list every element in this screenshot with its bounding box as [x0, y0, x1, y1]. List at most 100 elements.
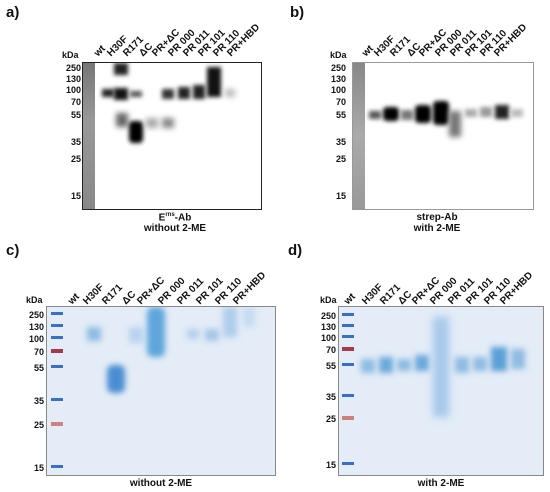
- panel-label-b: b): [290, 4, 305, 21]
- marker-a-100: 100: [65, 85, 81, 95]
- ladder-band: [342, 462, 354, 465]
- lane-label: R171: [100, 282, 125, 307]
- marker-b-15: 15: [335, 191, 346, 201]
- blot-band: [114, 88, 128, 100]
- gel-band: [379, 357, 393, 373]
- marker-d-250: 250: [320, 311, 336, 321]
- ladder-band: [342, 416, 354, 420]
- ladder-band: [342, 324, 354, 327]
- ladder-band: [51, 422, 63, 426]
- blot-band: [511, 109, 523, 117]
- caption-a-line2: without 2-ME: [143, 223, 207, 235]
- blot-band: [465, 109, 477, 117]
- blot-band: [415, 105, 431, 123]
- marker-b-35: 35: [335, 137, 346, 147]
- marker-d-70: 70: [325, 345, 336, 355]
- marker-d-55: 55: [325, 361, 336, 371]
- blot-band: [383, 107, 399, 121]
- gel-band: [511, 349, 525, 369]
- panel-label-c: c): [6, 242, 20, 259]
- marker-a-35: 35: [70, 137, 81, 147]
- western-blot-a: [82, 62, 262, 210]
- panel-label-a: a): [6, 4, 20, 21]
- caption-a-main: E: [158, 212, 166, 224]
- marker-d-130: 130: [320, 322, 336, 332]
- marker-a-55: 55: [70, 110, 81, 120]
- blot-band: [114, 63, 128, 75]
- blot-band: [178, 87, 190, 99]
- blot-band: [480, 107, 492, 117]
- gel-band: [361, 359, 375, 373]
- caption-d: with 2-ME: [417, 478, 465, 489]
- gel-band: [129, 327, 143, 343]
- ladder-band: [51, 324, 63, 327]
- blot-band: [130, 91, 142, 97]
- marker-b-25: 25: [335, 154, 346, 164]
- marker-d-35: 35: [325, 392, 336, 402]
- marker-c-130: 130: [28, 322, 44, 332]
- blot-band: [129, 121, 143, 143]
- marker-a-70: 70: [70, 97, 81, 107]
- gel-band: [397, 359, 411, 371]
- caption-a-sup: rns: [165, 212, 175, 218]
- panel-label-d: d): [288, 242, 303, 259]
- lane-label: H30F: [81, 281, 107, 307]
- ladder-band: [342, 347, 354, 351]
- ladder-band: [51, 312, 63, 315]
- blot-band: [146, 118, 158, 128]
- marker-c-15: 15: [33, 463, 44, 473]
- blot-band: [207, 67, 221, 97]
- marker-c-35: 35: [33, 396, 44, 406]
- gel-band: [433, 317, 449, 417]
- caption-a: Erns-Ab without 2-ME: [110, 212, 240, 234]
- ladder-band: [342, 363, 354, 366]
- marker-b-55: 55: [335, 110, 346, 120]
- marker-lane: [83, 63, 95, 209]
- blot-band: [193, 85, 205, 99]
- ladder-band: [51, 365, 63, 368]
- ladder-band: [342, 394, 354, 397]
- ladder-band: [342, 335, 354, 338]
- lane-label: wt: [66, 291, 82, 307]
- gel-band: [147, 307, 165, 357]
- ladder-band: [51, 465, 63, 468]
- gel-band: [473, 357, 487, 371]
- blot-band: [102, 89, 114, 97]
- marker-b-100: 100: [330, 85, 346, 95]
- blot-band: [449, 111, 461, 137]
- gel-band: [223, 307, 237, 337]
- caption-b: strep-Ab with 2-ME: [372, 212, 502, 234]
- caption-c: without 2-ME: [129, 478, 193, 489]
- blot-band: [162, 118, 174, 128]
- coomassie-gel-d: [338, 306, 544, 476]
- blot-band: [225, 89, 235, 97]
- kda-label-a: kDa: [62, 50, 79, 60]
- gel-band: [415, 355, 429, 371]
- marker-a-250: 250: [65, 63, 81, 73]
- caption-a-rest: -Ab: [174, 212, 192, 224]
- marker-c-70: 70: [33, 347, 44, 357]
- caption-b-line1: strep-Ab: [416, 212, 458, 223]
- gel-band: [491, 347, 507, 371]
- marker-b-130: 130: [330, 74, 346, 84]
- ladder-band: [342, 313, 354, 316]
- marker-c-100: 100: [28, 334, 44, 344]
- marker-d-15: 15: [325, 460, 336, 470]
- gel-band: [243, 307, 255, 327]
- gel-band: [87, 327, 101, 341]
- marker-c-55: 55: [33, 363, 44, 373]
- caption-b-line2: with 2-ME: [413, 223, 461, 234]
- marker-d-100: 100: [320, 333, 336, 343]
- blot-band: [369, 111, 381, 119]
- ladder-band: [51, 336, 63, 339]
- kda-label-b: kDa: [330, 50, 347, 60]
- gel-band: [107, 365, 125, 393]
- blot-band: [401, 110, 413, 120]
- ladder-band: [51, 398, 63, 401]
- marker-b-70: 70: [335, 97, 346, 107]
- marker-a-130: 130: [65, 74, 81, 84]
- gel-band: [455, 357, 469, 373]
- blot-band: [433, 101, 449, 125]
- marker-c-25: 25: [33, 420, 44, 430]
- marker-d-25: 25: [325, 414, 336, 424]
